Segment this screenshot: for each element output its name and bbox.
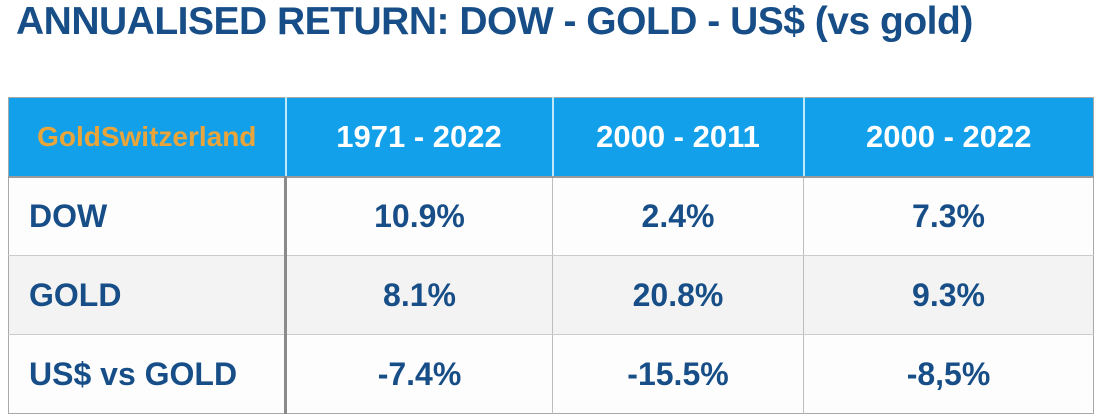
table-row-gold: GOLD 8.1% 20.8% 9.3% (8, 255, 1094, 335)
table-row-dow: DOW 10.9% 2.4% 7.3% (8, 176, 1094, 256)
value-dow-2000-2011: 2.4% (552, 176, 804, 256)
header-row: GoldSwitzerland 1971 - 2022 2000 - 2011 … (8, 97, 1094, 178)
value-dow-2000-2022: 7.3% (803, 176, 1094, 256)
row-label-gold: GOLD (8, 255, 287, 335)
page-title: ANNUALISED RETURN: DOW - GOLD - US$ (vs … (16, 0, 973, 43)
returns-table-header: GoldSwitzerland 1971 - 2022 2000 - 2011 … (8, 97, 1094, 178)
row-label-dow: DOW (8, 176, 287, 256)
returns-table-body: DOW 10.9% 2.4% 7.3% GOLD 8.1% 20.8% 9.3%… (8, 176, 1094, 414)
value-dow-1971-2022: 10.9% (285, 176, 553, 256)
row-label-usd-vs-gold: US$ vs GOLD (8, 334, 287, 414)
returns-table: GoldSwitzerland 1971 - 2022 2000 - 2011 … (8, 97, 1094, 414)
column-header-1971-2022: 1971 - 2022 (285, 97, 554, 178)
brand-logo-text: GoldSwitzerland (8, 97, 287, 178)
value-usd-1971-2022: -7.4% (285, 334, 553, 414)
value-gold-1971-2022: 8.1% (285, 255, 553, 335)
value-gold-2000-2022: 9.3% (803, 255, 1094, 335)
value-usd-2000-2022: -8,5% (803, 334, 1094, 414)
column-header-2000-2011: 2000 - 2011 (552, 97, 805, 178)
value-gold-2000-2011: 20.8% (552, 255, 804, 335)
column-header-2000-2022: 2000 - 2022 (803, 97, 1094, 178)
table-row-usd-vs-gold: US$ vs GOLD -7.4% -15.5% -8,5% (8, 334, 1094, 414)
value-usd-2000-2011: -15.5% (552, 334, 804, 414)
